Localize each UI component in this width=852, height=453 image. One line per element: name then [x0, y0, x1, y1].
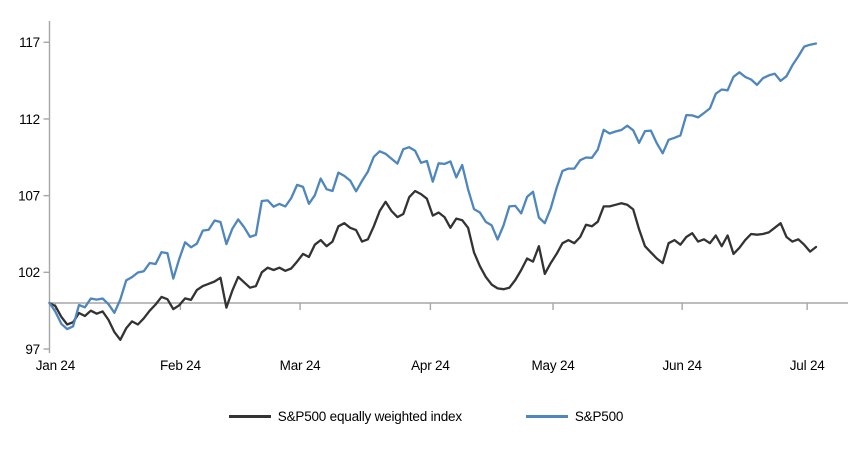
y-axis-tick-label: 107: [18, 188, 40, 203]
legend-swatch-sp500-line: [525, 415, 568, 418]
y-axis-tick-label: 102: [18, 265, 40, 280]
x-axis-tick-label: Feb 24: [160, 358, 202, 373]
legend-label-sp500: S&P500: [574, 409, 624, 424]
x-axis-tick-label: Jul 24: [790, 358, 826, 373]
x-axis-tick-label: Jan 24: [36, 358, 76, 373]
x-axis-tick-label: Jun 24: [662, 358, 702, 373]
y-axis-tick-label: 97: [25, 342, 40, 357]
series-line-equal-weight: [48, 189, 818, 341]
legend-label-equal-weight: S&P500 equally weighted index: [277, 409, 462, 424]
x-axis-tick-label: Mar 24: [280, 358, 322, 373]
y-axis-tick-label: 112: [19, 112, 40, 127]
y-axis-tick-label: 117: [19, 35, 40, 50]
legend: S&P500 equally weighted index S&P500: [0, 409, 852, 424]
series-line-sp500: [48, 42, 818, 331]
legend-swatch-equal-weight-line: [228, 415, 271, 418]
legend-item-equal-weight: S&P500 equally weighted index: [228, 409, 462, 424]
legend-item-sp500: S&P500: [525, 409, 624, 424]
x-axis-tick-label: May 24: [531, 358, 575, 373]
x-axis-tick-label: Apr 24: [411, 358, 450, 373]
